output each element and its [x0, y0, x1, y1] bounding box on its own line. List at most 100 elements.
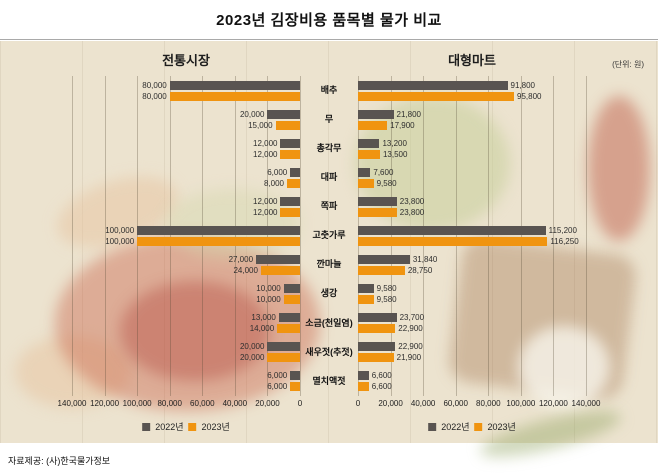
bar-line: 20,000	[72, 353, 300, 363]
axis-tick-label: 100,000	[506, 399, 536, 408]
bar-2023	[280, 207, 300, 217]
chart-row: 13,200 13,500	[358, 134, 586, 163]
bar-2022	[358, 109, 394, 119]
bar-2023	[358, 353, 394, 363]
right-x-axis: 0 20,000 40,000 60,000 80,000 100,000 120,000 1…	[356, 399, 601, 411]
legend-2023-label: 2023년	[201, 422, 230, 432]
chart-row: 21,800 17,900	[358, 105, 586, 134]
bar-2022	[358, 167, 371, 177]
bar-2022	[280, 196, 300, 206]
bar-value: 6,600	[371, 382, 392, 392]
bar-2022	[358, 226, 546, 236]
bar-value: 13,200	[382, 138, 407, 148]
bar-value: 9,580	[376, 295, 397, 305]
chart-row: 6,600 6,600	[358, 367, 586, 396]
bar-2023	[283, 295, 300, 305]
bar-value: 12,000	[253, 207, 278, 217]
bar-line: 14,000	[72, 324, 300, 334]
bar-line: 12,000	[72, 207, 300, 217]
category-label: 깐마늘	[316, 259, 342, 270]
category-label: 멸치액젓	[312, 375, 346, 386]
bar-2022	[169, 80, 300, 90]
bar-2022	[290, 371, 300, 381]
bar-2022	[358, 196, 397, 206]
gridline	[267, 76, 269, 396]
bar-value: 9,580	[376, 284, 397, 294]
bar-2022	[267, 109, 300, 119]
bar-line: 6,600	[358, 371, 586, 381]
bar-2022	[290, 167, 300, 177]
bar-line: 100,000	[72, 226, 300, 236]
category-label: 총각무	[316, 143, 342, 154]
bar-value: 22,900	[398, 342, 423, 352]
bar-value: 23,800	[399, 207, 425, 217]
bar-value: 8,000	[263, 178, 284, 188]
chart-row: 23,700 22,900	[358, 309, 586, 338]
bar-2023	[358, 149, 380, 159]
bar-value: 100,000	[105, 237, 135, 247]
bar-value: 22,900	[398, 324, 423, 334]
bar-line: 21,900	[358, 353, 586, 363]
bar-line: 80,000	[72, 80, 300, 90]
gridline	[488, 76, 490, 396]
bar-line: 12,000	[72, 149, 300, 159]
axis-tick-label: 20,000	[378, 399, 403, 408]
bar-value: 23,800	[399, 196, 425, 206]
bar-2023	[358, 207, 397, 217]
left-panel-title: 전통시장	[162, 53, 210, 68]
header: 2023년 김장비용 품목별 물가 비교	[0, 0, 658, 40]
bar-line: 9,580	[358, 284, 586, 294]
chart-row: 100,000 100,000	[72, 221, 300, 250]
gridline	[169, 76, 171, 396]
chart-row: 6,000 6,000	[72, 367, 300, 396]
axis-tick-label: 60,000	[443, 399, 468, 408]
bar-value: 13,000	[251, 313, 276, 323]
gridline	[137, 76, 139, 396]
axis-tick-label: 100,000	[122, 399, 152, 408]
bar-2022	[358, 255, 410, 265]
bar-value: 116,250	[550, 237, 579, 247]
legend-2023-label: 2023년	[487, 422, 516, 432]
bar-2022	[280, 138, 300, 148]
chart-row: 9,580 9,580	[358, 280, 586, 309]
bar-line: 91,800	[358, 80, 586, 90]
bar-line: 31,840	[358, 255, 586, 265]
chart-row: 20,000 15,000	[72, 105, 300, 134]
axis-tick-label: 20,000	[255, 399, 280, 408]
bar-2023	[358, 120, 388, 130]
bar-line: 6,000	[72, 382, 300, 392]
bar-2022	[256, 255, 300, 265]
axis-tick-label: 120,000	[538, 399, 568, 408]
page-title: 2023년 김장비용 품목별 물가 비교	[216, 12, 442, 29]
bar-value: 24,000	[233, 266, 258, 276]
bar-value: 12,000	[253, 149, 278, 159]
bar-2022	[358, 80, 508, 90]
bar-line: 23,800	[358, 196, 586, 206]
axis-tick-label: 40,000	[222, 399, 248, 408]
axis-tick-label: 80,000	[157, 399, 182, 408]
bar-2022	[358, 138, 380, 148]
bar-line: 100,000	[72, 237, 300, 247]
bar-2023	[358, 178, 374, 188]
category-label: 쪽파	[320, 201, 338, 212]
bar-line: 13,500	[358, 149, 586, 159]
gridline	[520, 76, 522, 396]
bar-value: 17,900	[390, 120, 415, 130]
gridline	[553, 76, 555, 396]
bar-2022	[137, 226, 300, 236]
tornado-chart: 80,000 80,000 20,000 15,000 12,000 12,000 6,00…	[72, 76, 587, 396]
chart-row: 22,900 21,900	[358, 338, 586, 367]
chart-row: 115,200 116,250	[358, 221, 586, 250]
bar-line: 7,600	[358, 167, 586, 177]
chart-row: 7,600 9,580	[358, 163, 586, 192]
bar-line: 23,700	[358, 313, 586, 323]
bar-2022	[278, 313, 300, 323]
bar-line: 22,900	[358, 342, 586, 352]
chart-row: 13,000 14,000	[72, 309, 300, 338]
bar-2023	[358, 382, 369, 392]
bar-value: 27,000	[228, 255, 254, 265]
bar-line: 28,750	[358, 266, 586, 276]
bar-2022	[267, 342, 300, 352]
chart-row: 31,840 28,750	[358, 251, 586, 280]
source-note: 자료제공: (사)한국물가정보	[8, 456, 111, 466]
